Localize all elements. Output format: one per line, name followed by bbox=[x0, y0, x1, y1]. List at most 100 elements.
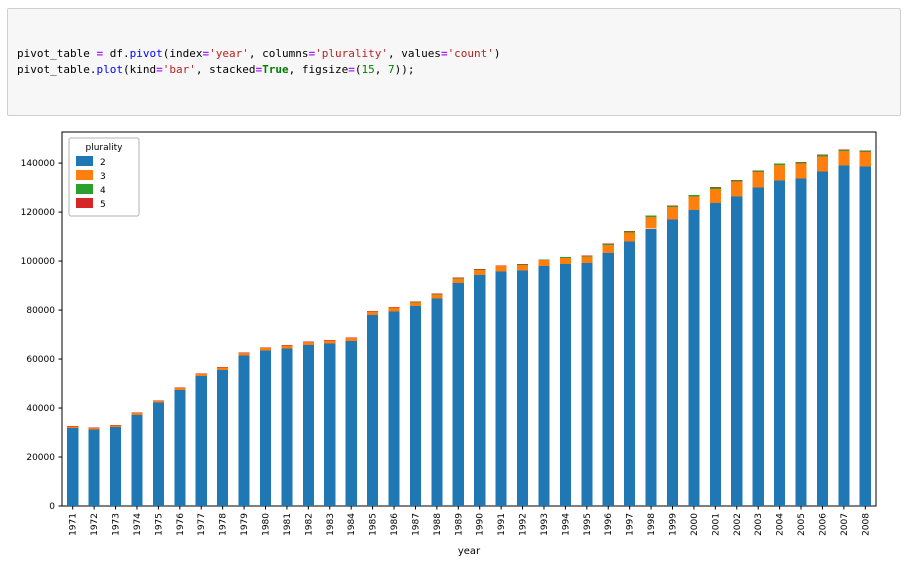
x-tick-label: 1993 bbox=[540, 513, 550, 536]
code-token: True bbox=[262, 63, 289, 76]
bar-segment bbox=[838, 165, 849, 505]
bar-segment bbox=[517, 265, 528, 270]
bar-segment bbox=[324, 343, 335, 505]
y-tick-label: 80000 bbox=[26, 306, 55, 316]
code-token: 'bar' bbox=[163, 63, 196, 76]
legend-swatch bbox=[76, 156, 93, 166]
code-token: pivot bbox=[130, 47, 163, 60]
code-editor[interactable]: pivot_table = df.pivot(index='year', col… bbox=[17, 46, 891, 77]
bar-segment bbox=[838, 151, 849, 166]
bar-segment bbox=[388, 307, 399, 311]
bar-segment bbox=[517, 264, 528, 265]
bar-segment bbox=[817, 171, 828, 506]
code-token: 'plurality' bbox=[315, 47, 388, 60]
x-tick-label: 1991 bbox=[497, 513, 507, 536]
bar-segment bbox=[517, 270, 528, 506]
code-token: , columns bbox=[249, 47, 309, 60]
bar-segment bbox=[538, 266, 549, 506]
y-tick-label: 60000 bbox=[26, 355, 55, 365]
code-cell[interactable]: pivot_table = df.pivot(index='year', col… bbox=[7, 8, 901, 116]
bar-segment bbox=[860, 151, 871, 152]
x-tick-label: 1972 bbox=[90, 513, 100, 536]
code-token: , stacked bbox=[196, 63, 256, 76]
x-tick-label: 1982 bbox=[304, 513, 314, 536]
bar-segment bbox=[67, 428, 78, 506]
bar-segment bbox=[174, 388, 185, 390]
x-tick-label: 1995 bbox=[583, 513, 593, 536]
bar-segment bbox=[688, 210, 699, 506]
x-tick-label: 2006 bbox=[818, 512, 828, 535]
bar-segment bbox=[217, 369, 228, 505]
x-tick-label: 1975 bbox=[154, 513, 164, 536]
bar-segment bbox=[110, 427, 121, 506]
bar-segment bbox=[131, 415, 142, 506]
x-tick-label: 1997 bbox=[626, 513, 636, 536]
bar-segment bbox=[860, 151, 871, 165]
bar-segment bbox=[239, 355, 250, 506]
bar-segment bbox=[560, 257, 571, 258]
x-tick-label: 2008 bbox=[861, 512, 871, 535]
bar-segment bbox=[281, 348, 292, 506]
bar-segment bbox=[624, 231, 635, 232]
notebook-page: pivot_table = df.pivot(index='year', col… bbox=[0, 8, 908, 510]
code-token: df bbox=[103, 47, 123, 60]
bar-segment bbox=[89, 427, 100, 429]
legend-label: 3 bbox=[100, 172, 106, 182]
x-tick-label: 1989 bbox=[454, 512, 464, 535]
x-tick-label: 2002 bbox=[733, 513, 743, 536]
code-token: plot bbox=[96, 63, 123, 76]
code-token: )); bbox=[395, 63, 415, 76]
x-tick-label: 1976 bbox=[176, 512, 186, 535]
code-token: = bbox=[156, 63, 163, 76]
bar-segment bbox=[324, 340, 335, 343]
x-tick-label: 2000 bbox=[690, 512, 700, 535]
bar-segment bbox=[496, 271, 507, 506]
legend-title: plurality bbox=[86, 143, 124, 153]
bar-segment bbox=[474, 270, 485, 275]
x-tick-label: 1986 bbox=[390, 512, 400, 535]
bar-segment bbox=[110, 425, 121, 427]
bar-segment bbox=[688, 195, 699, 196]
code-token: (index bbox=[163, 47, 203, 60]
bar-segment bbox=[667, 207, 678, 219]
legend-swatch bbox=[76, 170, 93, 180]
code-token: 'year' bbox=[209, 47, 249, 60]
x-tick-label: 1992 bbox=[519, 513, 529, 536]
y-tick-label: 20000 bbox=[26, 453, 55, 463]
bar-segment bbox=[260, 348, 271, 351]
code-token: , values bbox=[388, 47, 441, 60]
bar-segment bbox=[131, 413, 142, 415]
code-token: ) bbox=[494, 47, 501, 60]
bar-segment bbox=[431, 298, 442, 506]
bar-segment bbox=[624, 241, 635, 505]
x-tick-label: 2001 bbox=[711, 513, 721, 536]
code-token: 'count' bbox=[448, 47, 494, 60]
bar-segment bbox=[646, 228, 657, 505]
bar-segment bbox=[646, 217, 657, 229]
bar-segment bbox=[603, 253, 614, 506]
bar-segment bbox=[538, 259, 549, 260]
bar-segment bbox=[624, 232, 635, 241]
bar-segment bbox=[281, 345, 292, 348]
bar-segment bbox=[710, 203, 721, 506]
bar-segment bbox=[838, 150, 849, 151]
x-tick-label: 1987 bbox=[411, 513, 421, 536]
bar-segment bbox=[367, 315, 378, 506]
stacked-bar-chart: 0200004000060000800001000001200001400001… bbox=[14, 124, 894, 564]
code-token: . bbox=[123, 47, 130, 60]
x-tick-label: 1973 bbox=[112, 513, 122, 536]
bar-segment bbox=[603, 244, 614, 245]
bar-segment bbox=[795, 162, 806, 163]
x-tick-label: 1994 bbox=[561, 512, 571, 535]
bar-segment bbox=[667, 205, 678, 206]
bar-segment bbox=[89, 429, 100, 506]
bar-segment bbox=[346, 341, 357, 506]
bar-segment bbox=[688, 196, 699, 209]
x-tick-label: 1999 bbox=[669, 512, 679, 535]
x-axis-label: year bbox=[458, 546, 481, 557]
legend-label: 4 bbox=[100, 186, 106, 196]
bar-segment bbox=[410, 306, 421, 506]
x-tick-label: 1974 bbox=[133, 512, 143, 535]
bar-segment bbox=[560, 257, 571, 263]
